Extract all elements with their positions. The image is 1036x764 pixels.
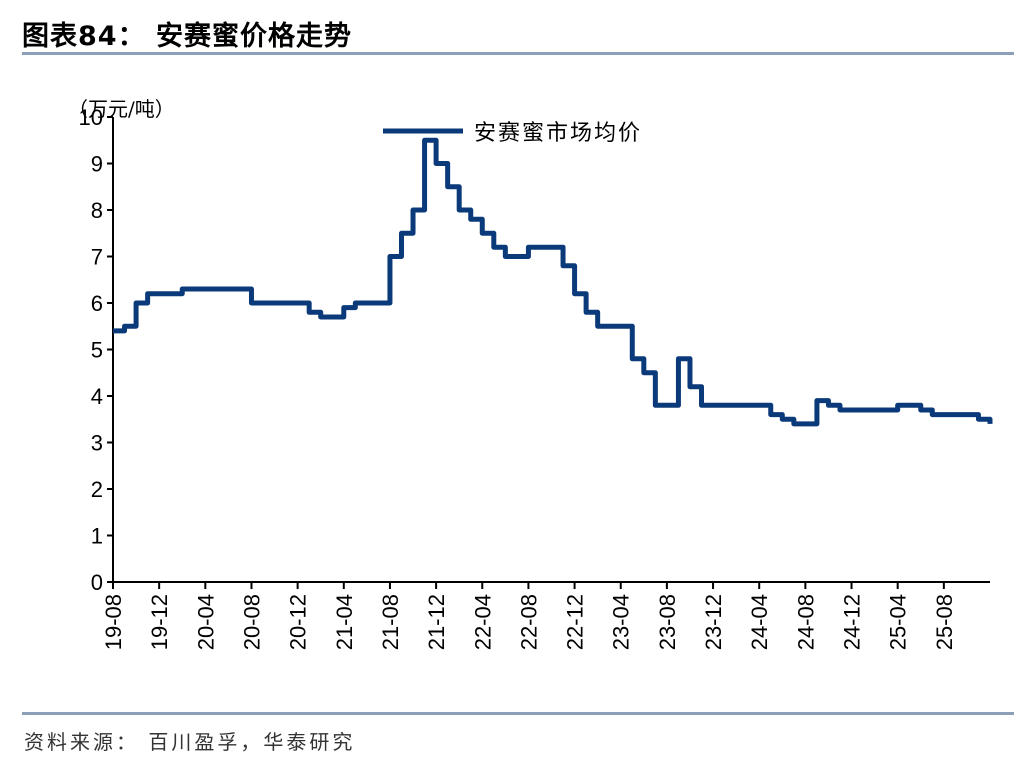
x-tick-label: 25-04: [886, 594, 911, 650]
x-tick-label: 21-04: [332, 594, 357, 650]
y-tick-label: 4: [91, 384, 103, 409]
series-layer: [113, 137, 993, 427]
y-tick-label: 10: [79, 105, 103, 130]
y-tick-label: 8: [91, 198, 103, 223]
x-tick-label: 20-04: [193, 594, 218, 650]
x-tick-label: 19-08: [101, 594, 126, 650]
x-tick-label: 24-12: [840, 594, 865, 650]
x-tick-label: 21-08: [378, 594, 403, 650]
y-axis: 0 1 2 3 4 5 6 7 8 9 10: [79, 105, 114, 595]
x-axis: 19-08 19-12 20-04 20-08 20-12 21-04 21-08 21-12…: [101, 581, 990, 650]
y-tick-label: 0: [91, 570, 103, 595]
y-tick-label: 2: [91, 477, 103, 502]
x-tick-label: 19-12: [147, 594, 172, 650]
top-divider: [22, 52, 1014, 55]
y-tick-label: 9: [91, 152, 103, 177]
y-tick-label: 3: [91, 431, 103, 456]
y-unit-label: （万元/吨）: [68, 97, 175, 121]
x-tick-label: 20-08: [239, 594, 264, 650]
x-tick-label: 22-04: [470, 594, 495, 650]
x-tick-label: 21-12: [424, 594, 449, 650]
y-tick-label: 1: [91, 524, 103, 549]
bottom-divider: [22, 712, 1014, 715]
legend: 安赛蜜市场均价: [383, 121, 642, 146]
x-tick-label: 24-08: [793, 594, 818, 650]
x-tick-label: 23-04: [609, 594, 634, 650]
y-tick-label: 5: [91, 338, 103, 363]
source-note: 资料来源： 百川盈孚，华泰研究: [24, 730, 356, 754]
x-tick-label: 22-12: [563, 594, 588, 650]
y-tick-label: 7: [91, 245, 103, 270]
x-tick-label: 23-12: [701, 594, 726, 650]
x-tick-label: 25-08: [932, 594, 957, 650]
legend-label: 安赛蜜市场均价: [474, 121, 642, 146]
x-tick-label: 20-12: [286, 594, 311, 650]
x-tick-label: 24-04: [747, 594, 772, 650]
x-tick-label: 23-08: [655, 594, 680, 650]
chart-title: 图表84： 安赛蜜价格走势: [22, 21, 352, 52]
y-tick-label: 6: [91, 291, 103, 316]
series-line: [113, 137, 993, 427]
x-tick-label: 22-08: [516, 594, 541, 650]
